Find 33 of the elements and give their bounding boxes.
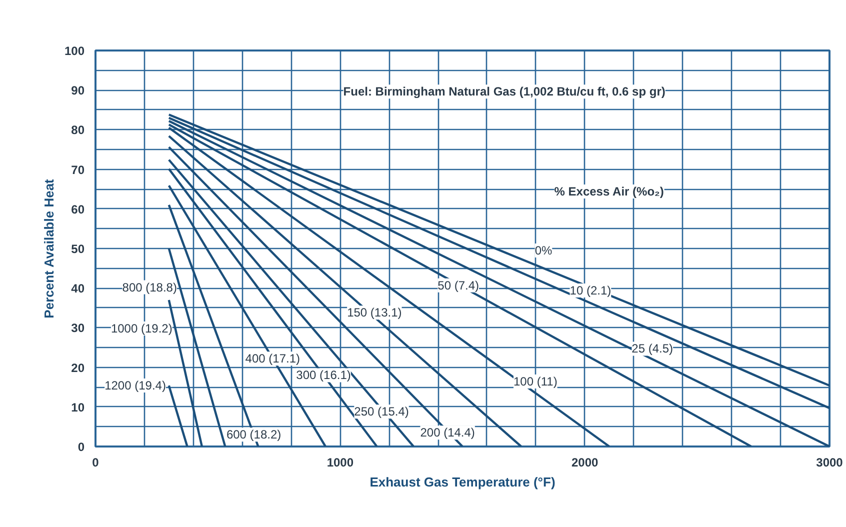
annotation: 100 (11): [514, 374, 558, 389]
y-tick-label: 60: [71, 202, 85, 216]
y-tick-label: 10: [71, 400, 85, 414]
legend-title: % Excess Air (%o₂): [554, 184, 664, 198]
annotation: 150 (13.1): [347, 306, 402, 320]
x-tick-label: 2000: [571, 456, 599, 470]
y-tick-label: 100: [64, 44, 85, 58]
y-tick-label: 70: [71, 162, 85, 177]
x-tick-label: 1000: [326, 456, 354, 470]
annotation: 250 (15.4): [354, 404, 409, 419]
y-axis-title: Percent Available Heat: [41, 178, 56, 318]
x-axis-title: Exhaust Gas Temperature (°F): [370, 474, 556, 490]
annotation: 1200 (19.4): [104, 378, 166, 393]
annotation: 50 (7.4): [438, 278, 480, 292]
annotation: 10 (2.1): [570, 283, 612, 298]
x-tick-label: 0: [92, 456, 100, 470]
y-tick-label: 90: [71, 84, 85, 98]
annotation: 800 (18.8): [122, 280, 177, 294]
annotation: 600 (18.2): [226, 428, 282, 442]
y-tick-label: 20: [71, 360, 85, 375]
annotation: 200 (14.4): [420, 426, 475, 440]
annotation: 400 (17.1): [245, 352, 300, 366]
y-tick-label: 40: [71, 282, 85, 296]
annotation: 1000 (19.2): [110, 321, 172, 336]
text: Fuel: Birmingham Natural Gas (1,002 Btu/cu ft, 0.6 sp gr): [343, 84, 666, 99]
y-tick-label: 0: [78, 440, 85, 454]
y-tick-label: 80: [71, 123, 85, 138]
annotation: 0%: [534, 243, 552, 258]
x-tick-label: 3000: [816, 456, 844, 470]
y-tick-label: 50: [71, 242, 85, 256]
y-tick-label: 30: [71, 321, 85, 336]
annotation: 25 (4.5): [632, 342, 674, 356]
annotation: 300 (16.1): [296, 368, 351, 382]
